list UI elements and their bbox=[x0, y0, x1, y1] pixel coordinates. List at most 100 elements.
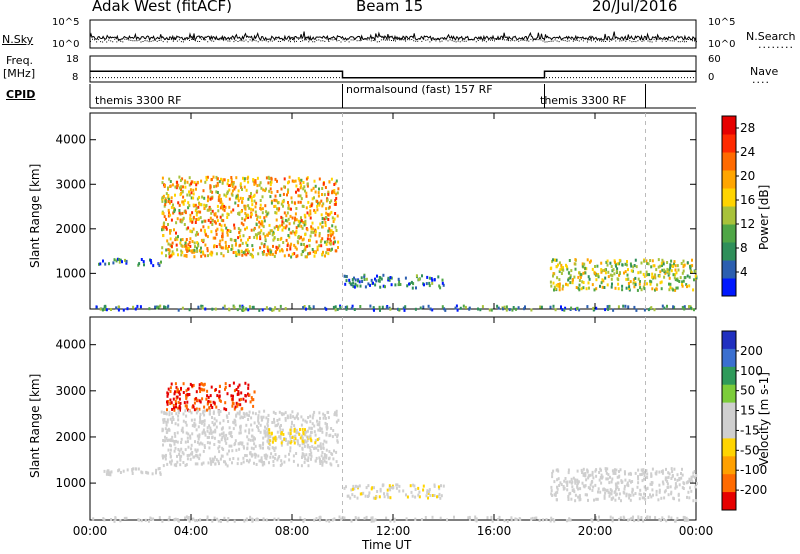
velocity-echo-cell bbox=[301, 446, 304, 450]
velocity-echo-cell bbox=[319, 515, 322, 519]
power-echo-cell bbox=[176, 184, 179, 188]
velocity-echo-cell bbox=[177, 411, 180, 415]
velocity-echo-cell bbox=[414, 488, 417, 491]
velocity-echo-cell bbox=[689, 486, 691, 490]
power-echo-cell bbox=[332, 242, 335, 246]
velocity-echo-cell bbox=[406, 495, 409, 499]
velocity-echo-cell bbox=[174, 434, 177, 438]
velocity-echo-cell bbox=[307, 443, 310, 447]
velocity-echo-cell bbox=[574, 493, 577, 497]
velocity-echo-cell bbox=[426, 489, 429, 493]
freq-panel-frame bbox=[89, 55, 697, 83]
velocity-echo-cell bbox=[323, 439, 326, 443]
velocity-echo-cell bbox=[362, 491, 365, 495]
velocity-echo-cell bbox=[433, 494, 436, 497]
velocity-echo-cell bbox=[673, 497, 675, 501]
power-echo-cell bbox=[558, 288, 561, 292]
velocity-echo-cell bbox=[163, 410, 166, 414]
power-echo-cell bbox=[188, 190, 190, 194]
velocity-echo-cell bbox=[497, 518, 500, 521]
power-echo-cell bbox=[277, 246, 280, 250]
power-echo-cell bbox=[334, 308, 337, 312]
power-echo-cell bbox=[276, 179, 278, 183]
velocity-echo-cell bbox=[353, 494, 356, 498]
velocity-echo-cell bbox=[237, 385, 240, 389]
velocity-echo-cell bbox=[254, 412, 257, 416]
velocity-echo-cell bbox=[695, 499, 698, 503]
power-echo-cell bbox=[369, 304, 372, 308]
velocity-echo-cell bbox=[181, 428, 184, 432]
power-echo-cell bbox=[316, 200, 319, 203]
power-echo-cell bbox=[275, 199, 278, 203]
velocity-echo-cell bbox=[170, 382, 173, 386]
power-echo-cell bbox=[311, 227, 314, 231]
power-echo-cell bbox=[304, 255, 307, 259]
velocity-echo-cell bbox=[651, 481, 654, 485]
power-echo-cell bbox=[234, 243, 237, 247]
power-echo-cell bbox=[314, 233, 317, 237]
noise-left-tick-bottom: 10^0 bbox=[52, 39, 80, 50]
power-echo-cell bbox=[293, 243, 296, 247]
power-echo-cell bbox=[168, 201, 171, 205]
power-echo-cell bbox=[321, 187, 324, 190]
power-echo-cell bbox=[121, 260, 123, 264]
power-echo-cell bbox=[230, 182, 233, 186]
velocity-echo-cell bbox=[162, 454, 165, 458]
velocity-echo-cell bbox=[627, 484, 630, 488]
power-echo-cell bbox=[614, 286, 617, 290]
power-echo-cell bbox=[172, 203, 174, 207]
velocity-echo-cell bbox=[147, 471, 150, 475]
power-echo-cell bbox=[688, 275, 691, 279]
velocity-echo-cell bbox=[319, 459, 321, 463]
velocity-echo-cell bbox=[640, 473, 643, 476]
velocity-echo-cell bbox=[566, 519, 569, 523]
velocity-echo-cell bbox=[681, 467, 683, 471]
velocity-echo-cell bbox=[211, 519, 214, 523]
velocity-echo-cell bbox=[224, 387, 226, 391]
power-echo-cell bbox=[346, 305, 349, 309]
power-echo-cell bbox=[246, 243, 249, 247]
power-echo-cell bbox=[237, 189, 240, 193]
velocity-echo-cell bbox=[610, 489, 613, 493]
velocity-echo-cell bbox=[334, 433, 337, 437]
power-echo-cell bbox=[300, 235, 302, 239]
velocity-echo-cell bbox=[650, 472, 653, 476]
velocity-echo-cell bbox=[194, 462, 197, 466]
velocity-echo-cell bbox=[293, 435, 296, 439]
power-echo-cell bbox=[668, 272, 671, 276]
power-echo-cell bbox=[276, 207, 279, 211]
power-echo-cell bbox=[220, 252, 223, 256]
power-echo-cell bbox=[659, 264, 662, 268]
velocity-echo-cell bbox=[324, 421, 327, 425]
velocity-echo-cell bbox=[138, 518, 141, 522]
power-echo-cell bbox=[263, 216, 266, 220]
power-echo-cell bbox=[669, 266, 672, 270]
velocity-echo-cell bbox=[162, 443, 164, 447]
power-echo-cell bbox=[612, 268, 615, 272]
power-echo-cell bbox=[278, 207, 281, 211]
velocity-echo-cell bbox=[320, 460, 323, 463]
velocity-echo-cell bbox=[306, 458, 309, 462]
velocity-echo-cell bbox=[211, 435, 214, 439]
velocity-echo-cell bbox=[319, 429, 322, 432]
velocity-echo-cell bbox=[274, 424, 277, 428]
power-echo-cell bbox=[639, 280, 641, 283]
velocity-echo-cell bbox=[137, 467, 140, 471]
velocity-echo-cell bbox=[338, 515, 341, 519]
power-echo-cell bbox=[201, 220, 204, 224]
power-echo-cell bbox=[574, 258, 577, 262]
power-echo-cell bbox=[673, 262, 675, 266]
velocity-echo-cell bbox=[386, 488, 389, 492]
velocity-echo-cell bbox=[280, 462, 283, 466]
velocity-echo-cell bbox=[266, 424, 269, 428]
power-echo-cell bbox=[232, 251, 235, 254]
power-echo-cell bbox=[221, 202, 224, 206]
power-echo-cell bbox=[681, 306, 684, 309]
power-echo-cell bbox=[249, 215, 252, 219]
velocity-echo-cell bbox=[309, 420, 312, 424]
power-echo-cell bbox=[318, 177, 321, 181]
power-echo-cell bbox=[666, 261, 669, 264]
freq-label: Freq. bbox=[6, 54, 34, 67]
velocity-echo-cell bbox=[625, 492, 628, 496]
power-echo-cell bbox=[260, 186, 263, 190]
